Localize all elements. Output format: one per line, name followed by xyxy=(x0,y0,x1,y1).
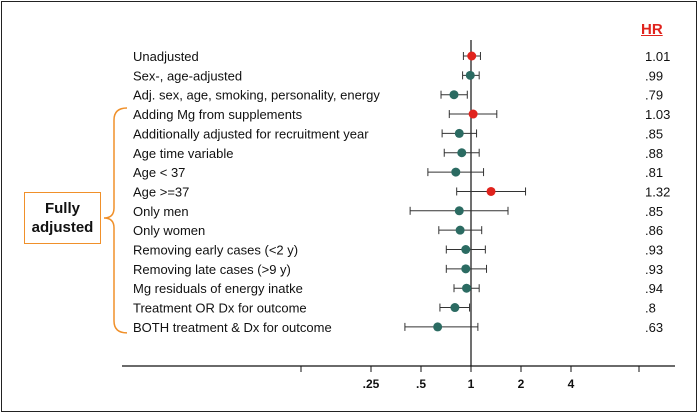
hr-point-14 xyxy=(433,322,443,332)
group-label-line-2: adjusted xyxy=(31,219,94,236)
hr-value-9: .86 xyxy=(645,223,663,238)
row-label-6: Age < 37 xyxy=(133,165,185,180)
row-label-13: Treatment OR Dx for outcome xyxy=(133,301,307,316)
fully-adjusted-bracket xyxy=(103,107,128,334)
hr-value-4: .85 xyxy=(645,126,663,141)
hr-point-6 xyxy=(451,167,461,177)
hr-point-12 xyxy=(462,283,472,293)
hr-point-9 xyxy=(455,225,465,235)
hr-value-10: .93 xyxy=(645,243,663,258)
hr-value-7: 1.32 xyxy=(645,184,670,199)
hr-point-0 xyxy=(467,51,477,61)
hr-value-14: .63 xyxy=(645,320,663,335)
row-label-2: Adj. sex, age, smoking, personality, ene… xyxy=(133,88,380,103)
hr-value-3: 1.03 xyxy=(645,107,670,122)
hr-point-10 xyxy=(461,245,471,254)
hr-value-8: .85 xyxy=(645,204,663,219)
hr-value-11: .93 xyxy=(645,262,663,277)
hr-point-3 xyxy=(468,109,478,119)
x-tick-label-3: 2 xyxy=(518,377,525,391)
x-tick-label-2: 1 xyxy=(468,377,475,391)
hr-point-5 xyxy=(457,148,467,158)
row-label-0: Unadjusted xyxy=(133,49,199,64)
hr-point-13 xyxy=(450,303,460,313)
fully-adjusted-group-label: Fully adjusted xyxy=(24,192,101,244)
row-label-5: Age time variable xyxy=(133,146,233,161)
row-label-14: BOTH treatment & Dx for outcome xyxy=(133,320,332,335)
hr-value-13: .8 xyxy=(645,301,656,316)
hr-column-header: HR xyxy=(641,21,663,38)
hr-point-8 xyxy=(454,206,464,216)
hr-point-4 xyxy=(454,128,464,138)
hr-value-2: .79 xyxy=(645,88,663,103)
row-label-1: Sex-, age-adjusted xyxy=(133,68,242,83)
group-label-line-1: Fully xyxy=(44,200,80,217)
row-label-3: Adding Mg from supplements xyxy=(133,107,303,122)
row-label-10: Removing early cases (<2 y) xyxy=(133,243,298,258)
x-tick-label-1: .5 xyxy=(416,377,426,391)
hr-point-1 xyxy=(465,70,475,80)
hr-value-5: .88 xyxy=(645,146,663,161)
row-label-7: Age >=37 xyxy=(133,184,189,199)
row-label-12: Mg residuals of energy inatke xyxy=(133,281,303,296)
hr-value-6: .81 xyxy=(645,165,663,180)
row-label-11: Removing late cases (>9 y) xyxy=(133,262,291,277)
row-label-9: Only women xyxy=(133,223,205,238)
hr-value-1: .99 xyxy=(645,68,663,83)
row-label-8: Only men xyxy=(133,204,189,219)
row-label-4: Additionally adjusted for recruitment ye… xyxy=(133,126,369,141)
hr-value-12: .94 xyxy=(645,281,663,296)
hr-point-2 xyxy=(449,90,459,100)
x-tick-label-4: 4 xyxy=(568,377,575,391)
hr-value-0: 1.01 xyxy=(645,49,670,64)
hr-point-7 xyxy=(486,186,496,196)
hr-point-11 xyxy=(461,264,471,274)
x-tick-label-0: .25 xyxy=(363,377,380,391)
